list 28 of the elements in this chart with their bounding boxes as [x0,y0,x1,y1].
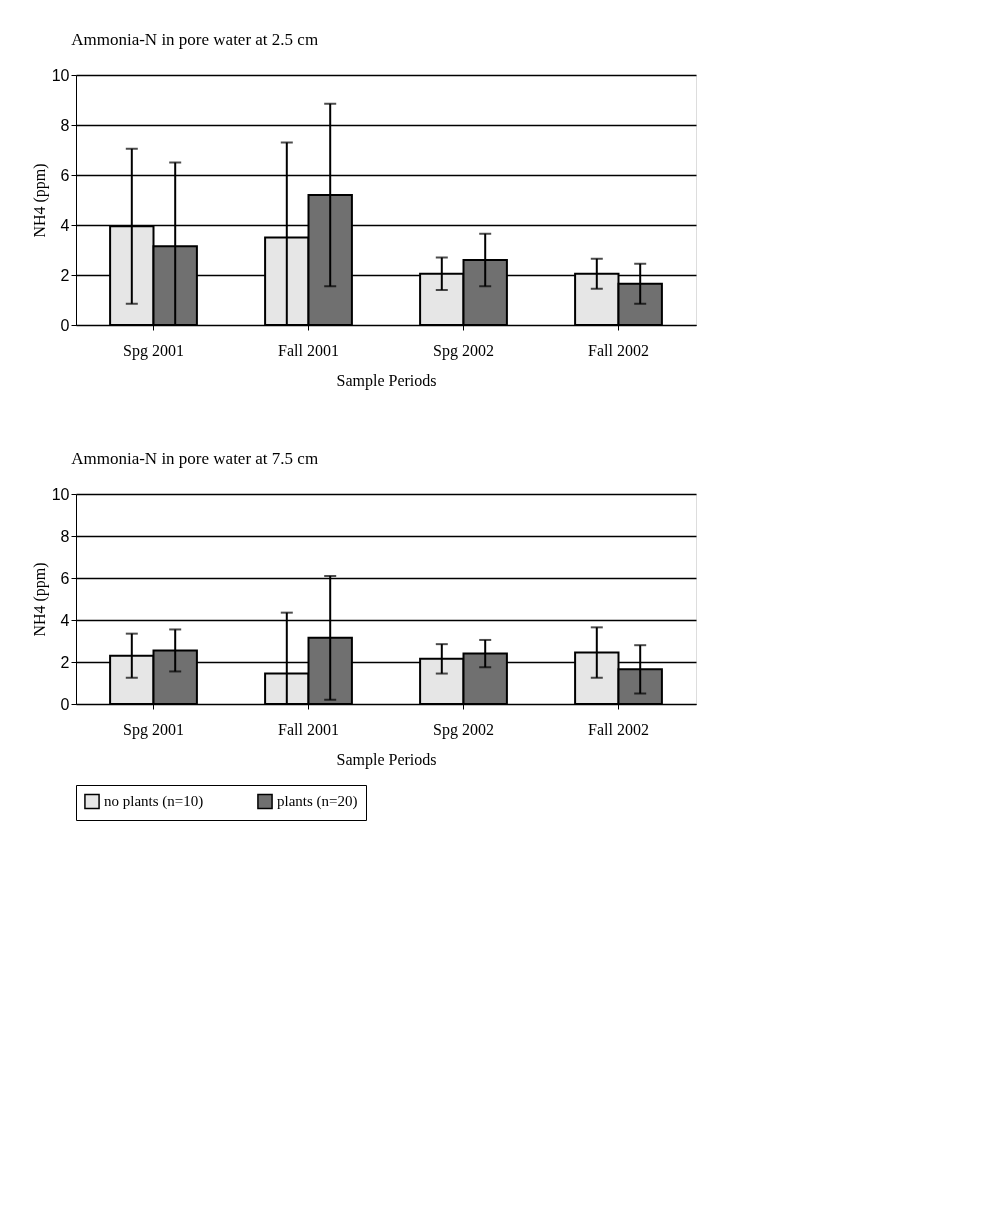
legend-label: no plants (n=10) [104,793,204,811]
y-tick-label: 2 [60,266,70,284]
x-tick-label: Spg 2001 [123,341,184,360]
y-tick-label: 4 [60,611,70,629]
y-tick-label: 2 [60,653,70,671]
x-tick-label: Spg 2002 [433,720,494,739]
y-tick-label: 8 [60,527,70,545]
x-tick-label: Fall 2002 [588,341,649,359]
y-tick-label: 6 [60,166,70,184]
y-tick-label: 6 [60,569,70,587]
y-tick-label: 10 [51,66,70,84]
x-tick-label: Fall 2002 [588,720,649,738]
x-axis-title: Sample Periods [336,750,437,769]
legend-label: plants (n=20) [277,793,358,811]
y-axis-title: NH4 (ppm) [30,562,49,637]
chart-title: Ammonia-N in pore water at 7.5 cm [71,449,319,468]
x-axis-title: Sample Periods [336,371,437,390]
x-tick-label: Spg 2001 [123,720,184,739]
x-tick-label: Fall 2001 [278,341,339,359]
y-tick-label: 8 [60,116,70,134]
y-tick-label: 0 [60,695,70,713]
x-tick-label: Fall 2001 [278,720,339,738]
chart-title: Ammonia-N in pore water at 2.5 cm [71,30,319,49]
y-tick-label: 0 [60,316,70,334]
y-tick-label: 4 [60,216,70,234]
x-tick-label: Spg 2002 [433,341,494,360]
y-axis-title: NH4 (ppm) [30,163,49,238]
y-tick-label: 10 [51,485,70,503]
